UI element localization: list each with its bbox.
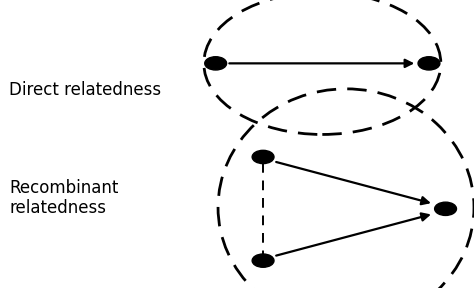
Text: Recombinant
relatedness: Recombinant relatedness [9, 179, 119, 217]
Circle shape [418, 57, 440, 70]
Text: Direct relatedness: Direct relatedness [9, 81, 162, 99]
Circle shape [435, 202, 456, 215]
Circle shape [252, 254, 274, 267]
Circle shape [205, 57, 227, 70]
Circle shape [252, 150, 274, 164]
